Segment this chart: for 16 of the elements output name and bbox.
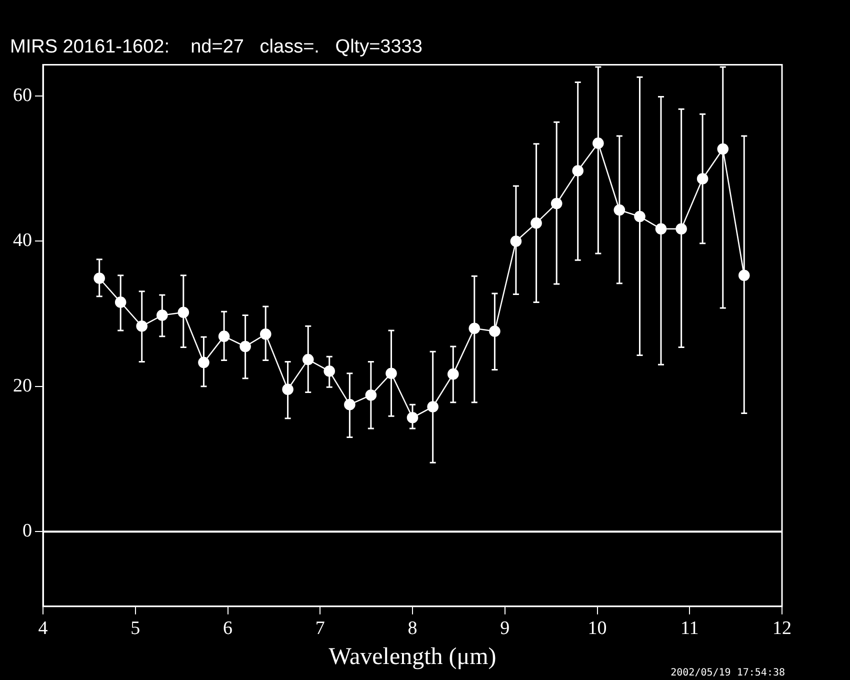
y-tick-label: 20 — [13, 375, 32, 396]
x-tick-label: 10 — [588, 618, 607, 639]
x-tick-label: 4 — [38, 618, 48, 639]
x-tick-label: 8 — [408, 618, 418, 639]
x-tick-label: 6 — [223, 618, 232, 639]
y-tick-label: 40 — [13, 230, 32, 252]
text: 2002/05/19 17:54:38 — [670, 668, 785, 679]
y-tick-label: 0 — [22, 520, 32, 542]
x-tick-label: 9 — [500, 618, 510, 639]
x-tick-label: 5 — [130, 618, 140, 639]
x-axis-title: Wavelength (μm) — [328, 644, 496, 670]
chart-title: MIRS 20161-1602: nd=27 class=. Qlty=3333 — [10, 36, 422, 58]
x-tick-label: 11 — [680, 618, 699, 639]
x-tick-label: 12 — [772, 618, 792, 639]
x-tick-label: 7 — [315, 618, 325, 639]
y-tick-label: 60 — [13, 85, 32, 106]
